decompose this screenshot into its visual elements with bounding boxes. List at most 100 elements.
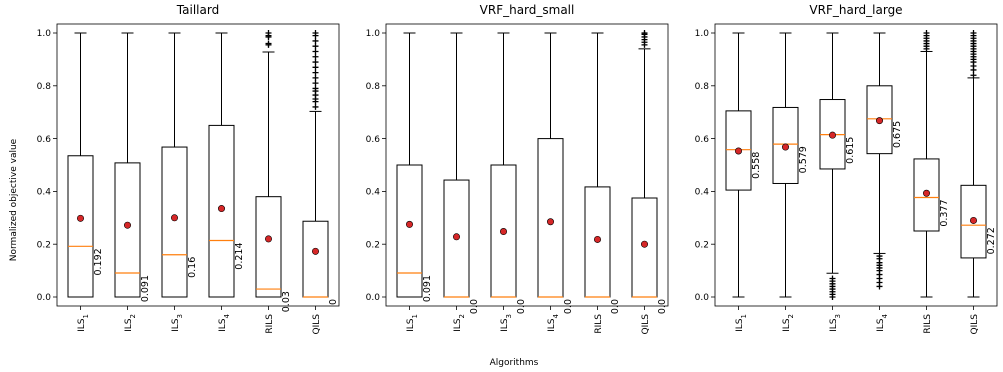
y-tick-label: 0.6 bbox=[695, 135, 710, 145]
y-tick-label: 0.4 bbox=[37, 188, 52, 198]
box-group: 0.0 bbox=[584, 32, 621, 314]
x-tick-label: QILS bbox=[641, 314, 651, 335]
outlier-point bbox=[312, 48, 319, 55]
y-tick-label: 0.2 bbox=[695, 240, 709, 250]
iqr-box bbox=[866, 85, 893, 155]
outlier-point bbox=[641, 30, 648, 36]
outlier-point bbox=[312, 59, 319, 66]
iqr-box bbox=[302, 220, 329, 298]
median-value-label: 0.0 bbox=[516, 299, 527, 314]
x-axis-label: Algorithms bbox=[490, 358, 539, 368]
x-tick-label: ILS2 bbox=[124, 314, 137, 332]
median-value-label: 0.0 bbox=[610, 299, 621, 314]
iqr-box bbox=[725, 110, 752, 191]
mean-marker bbox=[546, 218, 554, 226]
x-tick-label: ILS3 bbox=[500, 314, 513, 332]
mean-marker bbox=[499, 228, 507, 236]
x-tick-label: ILS4 bbox=[547, 313, 560, 331]
box-group: 0.377 bbox=[913, 30, 950, 298]
mean-marker bbox=[875, 117, 883, 125]
median-value-label: 0.579 bbox=[798, 146, 809, 173]
mean-marker bbox=[171, 214, 179, 222]
outlier-point bbox=[312, 43, 319, 50]
iqr-box bbox=[960, 184, 987, 259]
median-value-label: 0.675 bbox=[892, 121, 903, 148]
x-tick-label: RILS bbox=[594, 314, 604, 334]
box-group: 0.675 bbox=[866, 32, 903, 290]
median-value-label: 0.091 bbox=[140, 275, 151, 302]
panel-title: Taillard bbox=[176, 3, 219, 17]
y-tick-label: 0.2 bbox=[366, 240, 380, 250]
y-tick-label: 1.0 bbox=[37, 29, 52, 39]
x-tick-label-base: ILS bbox=[547, 318, 557, 332]
x-tick-label: ILS1 bbox=[735, 314, 748, 332]
y-tick-label: 0.4 bbox=[695, 188, 710, 198]
mean-marker bbox=[124, 221, 132, 229]
x-tick-label-base: ILS bbox=[782, 318, 792, 332]
outlier-point bbox=[312, 80, 319, 87]
x-tick-label: RILS bbox=[923, 314, 933, 334]
y-tick-label: 0.0 bbox=[366, 293, 381, 303]
x-tick-label: QILS bbox=[312, 314, 322, 335]
median-value-label: 0.192 bbox=[93, 248, 104, 275]
outlier-point bbox=[312, 103, 319, 110]
x-tick-label-base: QILS bbox=[641, 314, 651, 335]
x-tick-label-base: ILS bbox=[453, 318, 463, 332]
mean-marker bbox=[640, 240, 648, 248]
x-tick-label-subscript: 2 bbox=[787, 314, 795, 318]
outlier-point bbox=[312, 53, 319, 60]
panel-1: Taillard0.00.20.40.60.81.00.192ILS10.091… bbox=[37, 3, 340, 335]
chart-panels: Taillard0.00.20.40.60.81.00.192ILS10.091… bbox=[37, 3, 998, 335]
outlier-point bbox=[829, 275, 836, 282]
mean-marker bbox=[264, 235, 272, 243]
iqr-box bbox=[913, 158, 940, 232]
box-group: 0.615 bbox=[819, 32, 856, 300]
outlier-point bbox=[312, 64, 319, 71]
median-value-label: 0 bbox=[328, 299, 339, 305]
box-group: 0.0 bbox=[443, 32, 480, 314]
y-tick-label: 0.8 bbox=[695, 82, 710, 92]
x-tick-label-base: QILS bbox=[970, 314, 980, 335]
x-tick-label: ILS2 bbox=[453, 314, 466, 332]
median-value-label: 0.16 bbox=[187, 257, 198, 278]
axes-frame bbox=[385, 23, 669, 307]
median-value-label: 0.272 bbox=[986, 227, 997, 254]
x-tick-label-base: RILS bbox=[923, 314, 933, 334]
box-group: 0 bbox=[302, 30, 339, 305]
x-tick-label-base: RILS bbox=[594, 314, 604, 334]
y-axis-label: Normalized objective value bbox=[9, 138, 19, 261]
x-tick-label-subscript: 1 bbox=[82, 314, 90, 318]
median-value-label: 0.0 bbox=[469, 299, 480, 314]
outlier-point bbox=[970, 72, 977, 79]
x-tick-label: QILS bbox=[970, 314, 980, 335]
y-tick-label: 0.0 bbox=[37, 293, 52, 303]
y-tick-label: 0.4 bbox=[366, 188, 381, 198]
x-tick-label-base: ILS bbox=[77, 318, 87, 332]
x-tick-label-subscript: 3 bbox=[176, 314, 184, 318]
mean-marker bbox=[969, 216, 977, 224]
x-tick-label-base: QILS bbox=[312, 314, 322, 335]
y-tick-label: 0.6 bbox=[366, 135, 381, 145]
outlier-point bbox=[876, 253, 883, 260]
box-group: 0.192 bbox=[67, 32, 104, 298]
box-group: 0.0 bbox=[490, 32, 527, 314]
mean-marker bbox=[77, 214, 85, 222]
x-tick-label-base: ILS bbox=[406, 318, 416, 332]
x-tick-label-base: ILS bbox=[876, 318, 886, 332]
y-tick-label: 0.0 bbox=[695, 293, 710, 303]
iqr-box bbox=[537, 138, 564, 298]
x-tick-label-base: ILS bbox=[218, 318, 228, 332]
x-tick-label-base: ILS bbox=[735, 318, 745, 332]
panel-title: VRF_hard_small bbox=[480, 3, 575, 17]
outlier-point bbox=[265, 40, 272, 47]
y-tick-label: 0.8 bbox=[37, 82, 52, 92]
median-value-label: 0.377 bbox=[939, 199, 950, 226]
iqr-box bbox=[396, 164, 423, 298]
outlier-point bbox=[265, 30, 272, 36]
y-tick-label: 0.2 bbox=[37, 240, 51, 250]
box-group: 0.0 bbox=[631, 30, 668, 314]
x-tick-label-subscript: 2 bbox=[129, 314, 137, 318]
median-value-label: 0.615 bbox=[845, 137, 856, 164]
outlier-point bbox=[970, 30, 977, 36]
